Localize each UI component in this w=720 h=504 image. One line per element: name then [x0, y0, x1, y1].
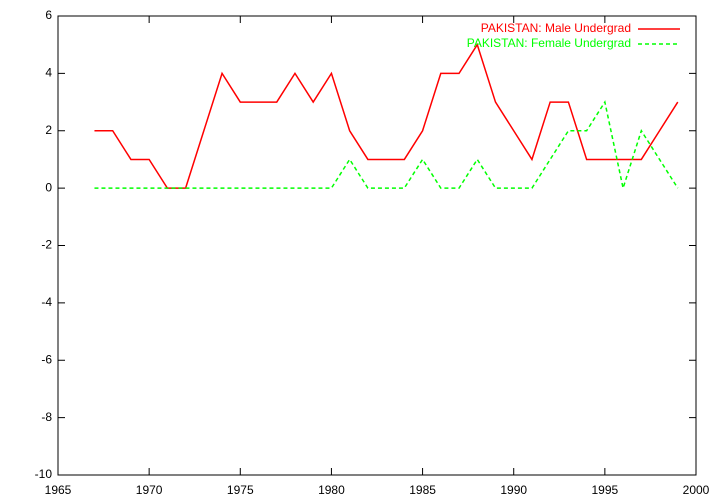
x-tick-label: 2000 [683, 483, 710, 497]
x-tick-label: 1970 [136, 483, 163, 497]
y-tick-label: -8 [41, 410, 52, 424]
x-tick-label: 1975 [227, 483, 254, 497]
plot-frame [57, 15, 697, 476]
series-line [94, 42, 679, 189]
series-line [94, 100, 679, 192]
x-tick-label: 1995 [592, 483, 619, 497]
x-tick-label: 1990 [500, 483, 527, 497]
y-tick-label: 4 [45, 66, 52, 80]
x-tick-label: 1965 [45, 483, 72, 497]
y-tick-label: 6 [45, 8, 52, 22]
y-tick-label: -10 [35, 467, 53, 481]
legend-label: PAKISTAN: Male Undergrad [481, 21, 631, 35]
x-tick-label: 1985 [409, 483, 436, 497]
y-tick-label: -4 [41, 295, 52, 309]
y-tick-label: 0 [45, 180, 52, 194]
y-tick-label: -2 [41, 238, 52, 252]
legend-label: PAKISTAN: Female Undergrad [467, 36, 631, 50]
y-tick-label: -6 [41, 352, 52, 366]
x-tick-label: 1980 [318, 483, 345, 497]
y-tick-label: 2 [45, 123, 52, 137]
